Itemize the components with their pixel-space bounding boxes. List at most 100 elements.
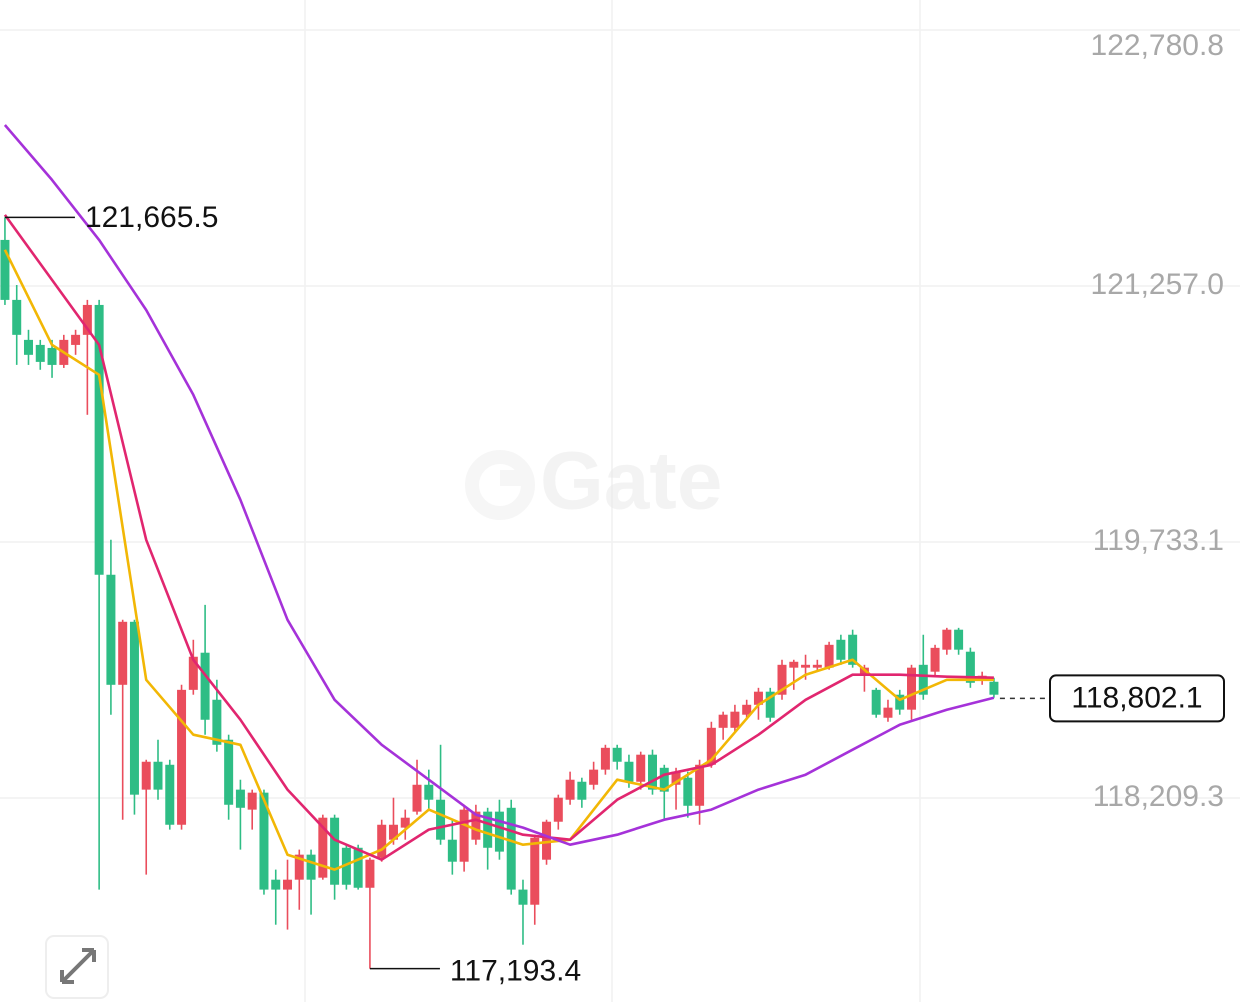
low-label: 117,193.4 — [450, 955, 581, 988]
candle-body — [989, 681, 999, 695]
candle-body — [436, 799, 446, 840]
candle-body — [271, 879, 281, 890]
candle-body — [353, 847, 363, 888]
candle-body — [200, 652, 210, 720]
candle-body — [82, 304, 92, 335]
candle-body — [895, 694, 905, 710]
candle-body — [824, 644, 834, 668]
candle-body — [918, 664, 928, 695]
candle-body — [259, 792, 269, 890]
ma-line — [3, 249, 994, 871]
candle-body — [965, 651, 975, 683]
candle-body — [542, 821, 552, 860]
candle-body — [94, 304, 104, 575]
candle-body — [883, 707, 893, 718]
candle-body — [424, 784, 434, 800]
candle-body — [447, 839, 457, 862]
candle-body — [730, 711, 740, 728]
candle-body — [942, 629, 952, 650]
y-tick-label: 119,733.1 — [1093, 524, 1224, 557]
candle-body — [506, 807, 516, 890]
candle-body — [742, 704, 752, 715]
candle-body — [600, 747, 610, 770]
expand-button[interactable] — [45, 935, 109, 999]
watermark-logo — [500, 470, 530, 486]
candle-body — [377, 824, 387, 858]
candle-body — [188, 656, 198, 690]
candle-body — [153, 761, 163, 790]
candle-body — [612, 747, 622, 762]
candle-body — [283, 879, 293, 890]
candle-body — [647, 754, 657, 790]
candle-body — [589, 769, 599, 785]
candle-body — [765, 691, 775, 718]
candle-body — [400, 817, 410, 828]
candle-body — [848, 634, 858, 665]
candle-body — [165, 764, 175, 825]
candle-body — [706, 727, 716, 765]
watermark: Gate — [540, 436, 722, 527]
candle-body — [907, 667, 917, 710]
candle-body — [212, 699, 222, 745]
candle-body — [483, 811, 493, 848]
candle-body — [388, 824, 398, 840]
ma-line — [3, 214, 994, 861]
candle-body — [247, 792, 257, 810]
candle-body — [224, 739, 234, 805]
watermark-group: Gate — [465, 436, 722, 527]
candle-body — [671, 771, 681, 785]
candle-body — [812, 664, 822, 668]
candle-body — [306, 854, 316, 880]
candle-body — [954, 629, 964, 650]
candle-body — [577, 781, 587, 800]
candle-body — [141, 761, 151, 790]
candle-body — [871, 689, 881, 715]
candle-body — [565, 779, 575, 800]
candle-body — [659, 767, 669, 792]
candle-body — [459, 809, 469, 862]
candle-body — [553, 797, 563, 822]
candle-body — [789, 661, 799, 668]
candle-body — [23, 339, 33, 355]
candle-body — [47, 347, 57, 365]
y-tick-label: 118,209.3 — [1093, 780, 1224, 813]
candle-body — [177, 689, 187, 825]
candle-body — [0, 239, 10, 300]
candle-body — [35, 344, 45, 362]
last-price-box — [1049, 674, 1225, 723]
candle-body — [118, 621, 128, 685]
candle-body — [235, 789, 245, 808]
y-tick-label: 121,257.0 — [1091, 268, 1224, 301]
candle-body — [365, 859, 375, 888]
candle-body — [341, 847, 351, 885]
candle-body — [330, 817, 340, 885]
candle-body — [530, 837, 540, 905]
expand-icon[interactable] — [60, 948, 96, 984]
candle-body — [718, 714, 728, 728]
ma-line — [3, 124, 995, 846]
candle-body — [624, 761, 634, 782]
candle-body — [12, 299, 22, 335]
candles — [0, 217, 999, 969]
candle-body — [753, 691, 763, 705]
candle-body — [412, 784, 422, 812]
candle-body — [129, 621, 139, 795]
y-tick-label: 122,780.8 — [1091, 29, 1224, 62]
candle-body — [777, 664, 787, 695]
candle-body — [106, 574, 116, 685]
last-price-label: 118,802.1 — [1071, 681, 1202, 714]
candle-body — [71, 334, 81, 345]
candle-body — [318, 817, 328, 878]
candle-body — [636, 754, 646, 782]
candle-body — [930, 647, 940, 672]
high-label: 121,665.5 — [85, 201, 218, 234]
candle-body — [683, 777, 693, 806]
candle-body — [836, 639, 846, 660]
candle-body — [801, 664, 811, 668]
candle-body — [518, 889, 528, 905]
candle-body — [695, 764, 705, 806]
candle-body — [294, 854, 304, 880]
candle-body — [471, 811, 481, 840]
candle-body — [494, 811, 504, 852]
